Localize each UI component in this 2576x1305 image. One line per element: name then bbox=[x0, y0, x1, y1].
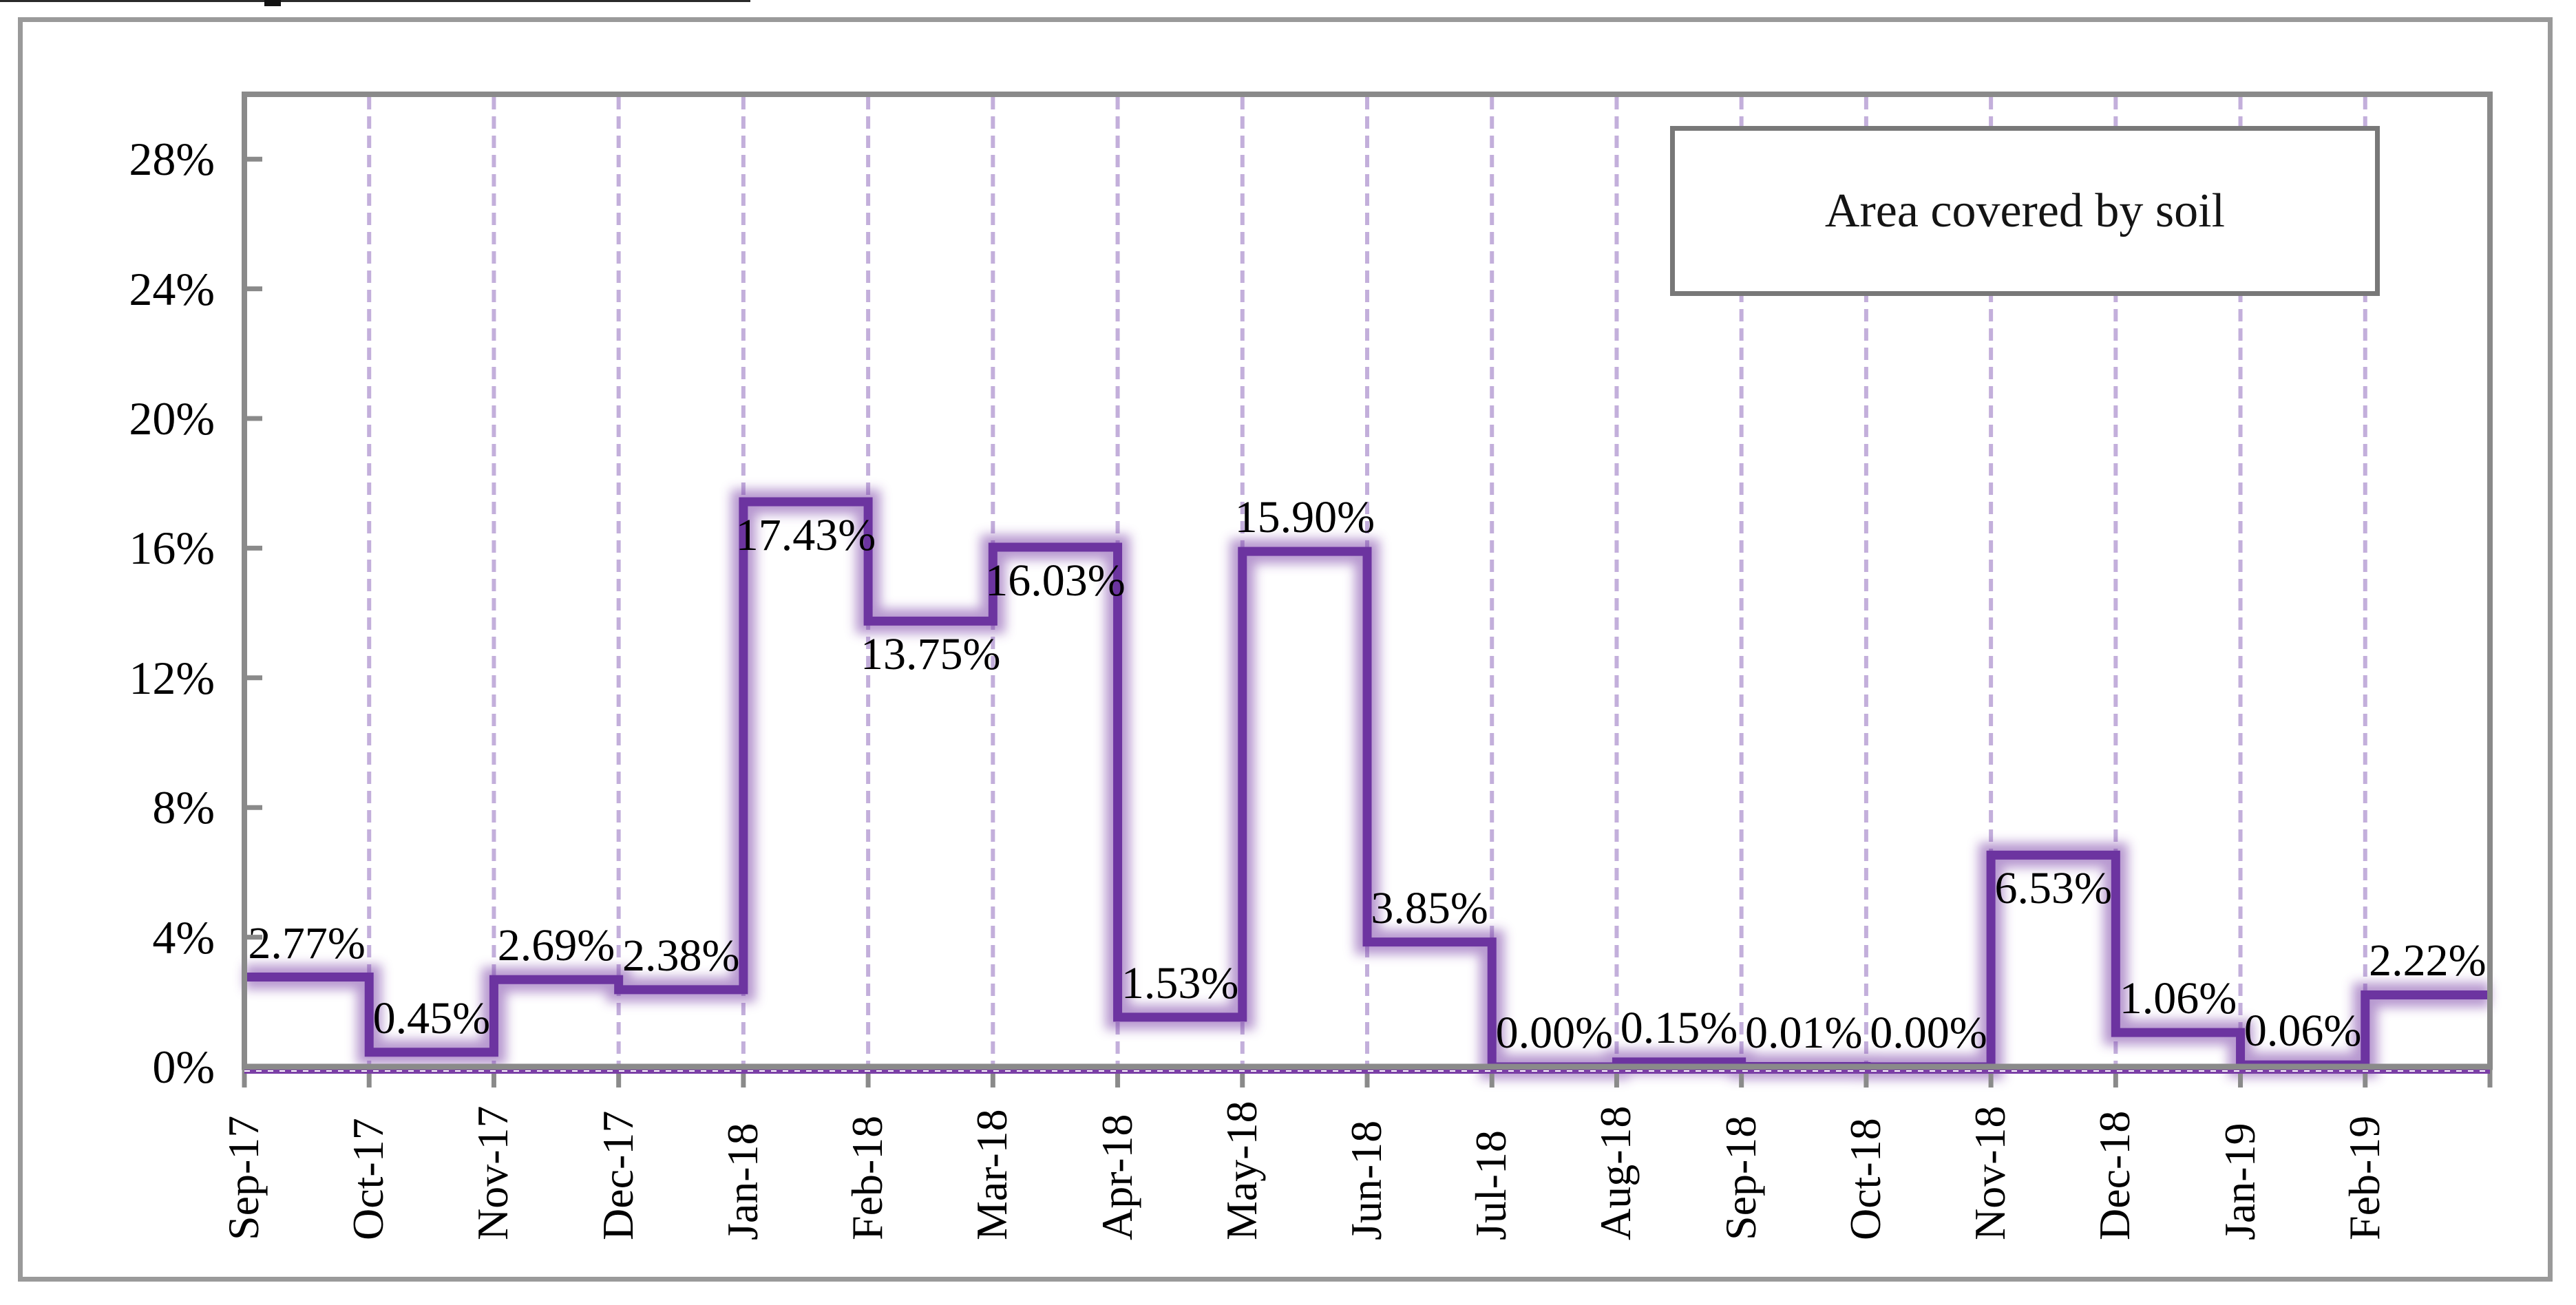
cropped-text-remnant-mark bbox=[264, 0, 281, 6]
x-axis-label: Aug-18 bbox=[1591, 1105, 1640, 1240]
y-axis-label: 12% bbox=[129, 651, 215, 704]
x-axis-label: Dec-17 bbox=[593, 1110, 642, 1240]
data-label: 0.45% bbox=[372, 993, 491, 1043]
data-label: 0.15% bbox=[1620, 1002, 1738, 1053]
x-axis-label: May-18 bbox=[1216, 1101, 1266, 1240]
data-label: 2.69% bbox=[497, 920, 615, 971]
x-axis-label: Nov-17 bbox=[468, 1105, 518, 1240]
x-axis-label: Jun-18 bbox=[1342, 1120, 1391, 1240]
data-label: 0.00% bbox=[1495, 1008, 1614, 1058]
data-label: 0.01% bbox=[1745, 1007, 1863, 1058]
x-axis-label: Jan-18 bbox=[717, 1123, 767, 1240]
x-axis-label: Mar-18 bbox=[967, 1109, 1017, 1240]
x-axis-label: Nov-18 bbox=[1965, 1105, 2015, 1240]
y-axis-label: 8% bbox=[152, 781, 215, 834]
data-label: 16.03% bbox=[985, 555, 1126, 606]
data-label: 0.06% bbox=[2244, 1006, 2362, 1057]
data-label: 2.22% bbox=[2369, 935, 2487, 986]
data-label: 1.06% bbox=[2119, 973, 2237, 1024]
data-label: 13.75% bbox=[860, 629, 1001, 680]
y-axis-label: 0% bbox=[152, 1041, 215, 1093]
series-line bbox=[244, 497, 2490, 1072]
y-axis-label: 20% bbox=[129, 392, 215, 445]
x-axis-label: Sep-18 bbox=[1715, 1115, 1765, 1240]
y-axis-label: 28% bbox=[129, 133, 215, 186]
data-label: 2.77% bbox=[248, 917, 366, 968]
x-axis-label: Feb-19 bbox=[2339, 1115, 2389, 1240]
x-axis-label: Oct-17 bbox=[344, 1118, 393, 1240]
x-axis-label: Sep-17 bbox=[219, 1115, 268, 1240]
x-axis-label: Oct-18 bbox=[1840, 1118, 1890, 1240]
data-label: 6.53% bbox=[1994, 863, 2112, 914]
y-axis-label: 4% bbox=[152, 911, 215, 964]
data-label: 3.85% bbox=[1371, 882, 1488, 933]
x-axis-label: Feb-18 bbox=[843, 1115, 892, 1240]
data-label: 17.43% bbox=[735, 510, 876, 561]
x-axis-label: Jul-18 bbox=[1466, 1130, 1516, 1240]
x-axis-label: Jan-19 bbox=[2215, 1123, 2264, 1240]
data-label: 1.53% bbox=[1121, 957, 1239, 1008]
data-label: 2.38% bbox=[622, 930, 740, 981]
y-axis-label: 24% bbox=[129, 262, 215, 315]
y-axis-label: 16% bbox=[129, 522, 215, 575]
cropped-text-remnant-line bbox=[0, 0, 750, 2]
data-label: 0.00% bbox=[1870, 1008, 1987, 1058]
x-axis-label: Dec-18 bbox=[2090, 1110, 2140, 1240]
legend-box: Area covered by soil bbox=[1670, 126, 2380, 296]
x-axis-label: Apr-18 bbox=[1092, 1114, 1141, 1240]
data-label: 15.90% bbox=[1234, 492, 1375, 543]
legend-label: Area covered by soil bbox=[1824, 184, 2226, 237]
